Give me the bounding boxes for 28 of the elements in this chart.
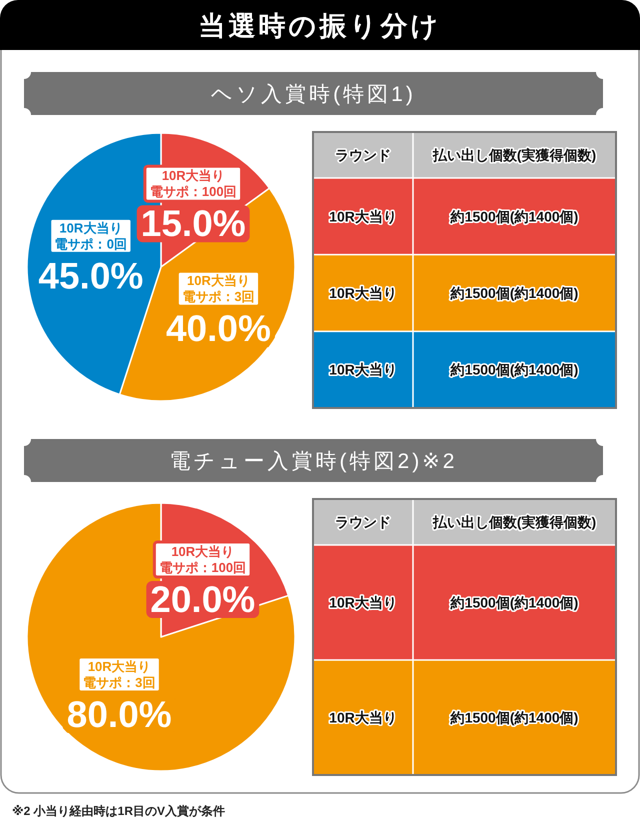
chart-title: 当選時の振り分け xyxy=(198,11,442,41)
chart-title: 電チュー入賞時(特図2)※2 xyxy=(170,450,458,473)
slice-label: 10R大当り電サポ：100回 xyxy=(150,168,237,200)
category-label: 10R大当り xyxy=(329,285,397,301)
text: 払い出し個数(実獲得個数) xyxy=(432,147,596,163)
data-label: 45.0% xyxy=(38,255,144,296)
slice-label: 10R大当り電サポ：0回 xyxy=(54,220,127,252)
data-label: 40.0% xyxy=(166,308,271,350)
category-label: 10R大当り xyxy=(329,594,397,610)
text: 約1500個(約1400個) xyxy=(450,594,578,610)
data-label: 15.0% xyxy=(140,203,246,244)
slice-label: 10R大当り電サポ：100回 xyxy=(159,544,246,576)
text: 約1500個(約1400個) xyxy=(450,285,578,301)
text: ラウンド xyxy=(335,514,391,530)
category-label: 10R大当り xyxy=(329,208,397,224)
text: 約1500個(約1400個) xyxy=(450,362,578,378)
text: 払い出し個数(実獲得個数) xyxy=(432,514,596,530)
text: 約1500個(約1400個) xyxy=(450,710,578,726)
chart-subtitle: ヘソ入賞時(特図1) xyxy=(211,83,416,106)
slice-label: 10R大当り電サポ：3回 xyxy=(83,658,156,690)
text: 約1500個(約1400個) xyxy=(450,208,578,224)
slice-label: 10R大当り電サポ：3回 xyxy=(182,273,255,304)
category-label: 10R大当り xyxy=(329,362,397,378)
text: ラウンド xyxy=(335,147,391,163)
category-label: 10R大当り xyxy=(329,710,397,726)
data-label: 80.0% xyxy=(66,694,172,735)
data-label: 20.0% xyxy=(150,579,256,620)
text: ※2 小当り経由時は1R目のV入賞が条件 xyxy=(12,804,226,818)
